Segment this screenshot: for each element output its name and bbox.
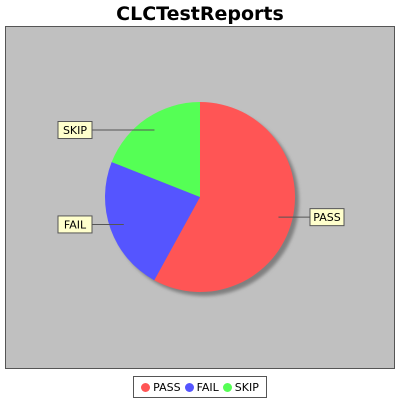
legend-label-skip: SKIP: [234, 380, 259, 394]
chart-title: CLCTestReports: [116, 3, 284, 25]
pie-label-fail: FAIL: [57, 215, 93, 234]
legend: PASS FAIL SKIP: [133, 376, 267, 398]
pie-slice-pass[interactable]: [154, 102, 295, 292]
pie-label-skip: SKIP: [57, 121, 93, 140]
legend-item-skip: SKIP: [222, 380, 259, 394]
legend-swatch-pass: [141, 382, 151, 392]
legend-item-fail: FAIL: [184, 380, 219, 394]
legend-item-pass: PASS: [141, 380, 181, 394]
legend-label-pass: PASS: [153, 380, 181, 394]
legend-swatch-fail: [184, 382, 194, 392]
pie-slice-skip[interactable]: [111, 102, 200, 197]
legend-label-fail: FAIL: [196, 380, 219, 394]
legend-swatch-skip: [222, 382, 232, 392]
pie-label-pass: PASS: [309, 208, 345, 227]
svg-text:SKIP: SKIP: [63, 124, 87, 137]
svg-text:FAIL: FAIL: [64, 218, 87, 231]
pie-slice-fail[interactable]: [104, 162, 200, 281]
svg-text:PASS: PASS: [313, 211, 340, 224]
